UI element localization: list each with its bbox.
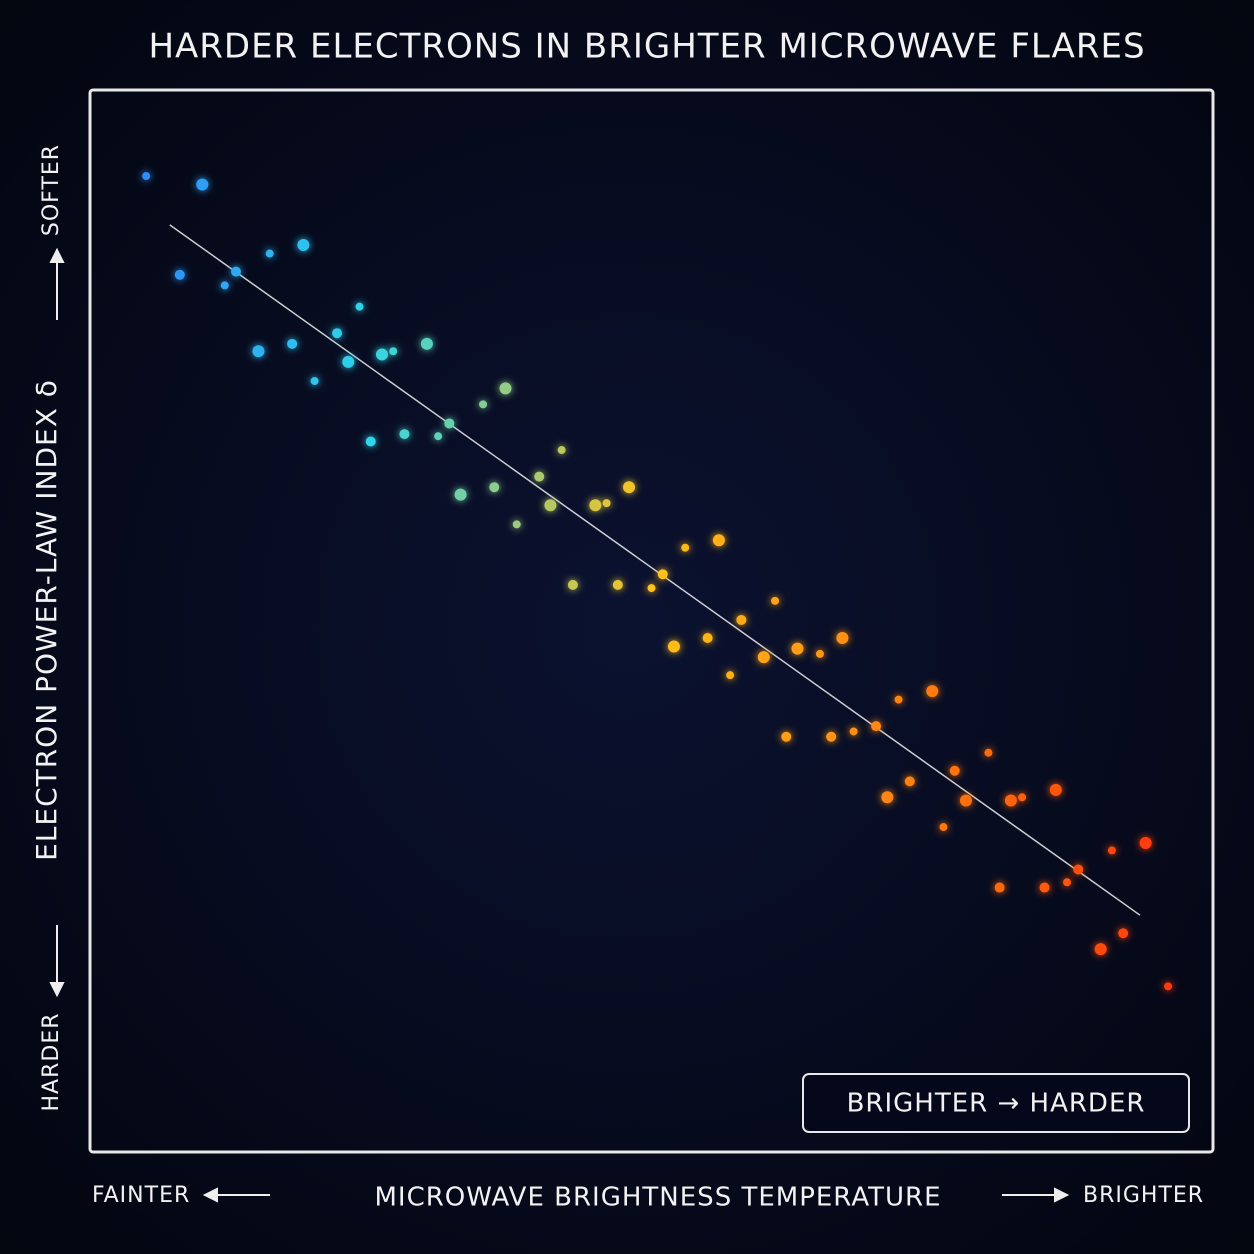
data-point	[479, 400, 488, 409]
data-point	[1164, 982, 1173, 991]
data-point	[1073, 864, 1084, 875]
data-point	[949, 765, 960, 776]
data-point	[252, 345, 265, 358]
data-point	[1049, 783, 1062, 796]
data-point	[939, 823, 948, 832]
annotation: BRIGHTER → HARDER	[847, 1089, 1146, 1119]
x-axis-left-label: FAINTER	[92, 1183, 190, 1208]
data-point	[365, 436, 376, 447]
chart-title: HARDER ELECTRONS IN BRIGHTER MICROWAVE F…	[148, 27, 1145, 67]
data-point	[702, 632, 713, 643]
data-point	[489, 482, 500, 493]
data-point	[375, 348, 388, 361]
data-point	[1039, 882, 1050, 893]
plot-area	[142, 172, 1173, 991]
data-point	[836, 631, 849, 644]
y-axis-label: ELECTRON POWER-LAW INDEX δ	[30, 379, 63, 861]
data-point	[736, 614, 747, 625]
data-point	[287, 338, 298, 349]
data-point	[1004, 794, 1017, 807]
data-point	[1139, 836, 1152, 849]
data-point	[567, 579, 578, 590]
trend-line	[169, 224, 1141, 916]
data-point	[355, 302, 364, 311]
data-point	[871, 721, 882, 732]
data-point	[196, 178, 209, 191]
data-point	[681, 543, 690, 552]
data-point	[265, 249, 274, 258]
data-point	[657, 569, 668, 580]
data-point	[926, 685, 939, 698]
y-axis-top-label: SOFTER	[39, 144, 64, 236]
data-point	[712, 534, 725, 547]
data-point	[589, 499, 602, 512]
data-point	[389, 347, 398, 356]
data-point	[1094, 943, 1107, 956]
data-point	[881, 791, 894, 804]
data-point	[815, 649, 824, 658]
data-point	[230, 266, 241, 277]
data-point	[420, 337, 433, 350]
data-point	[791, 642, 804, 655]
data-point	[894, 695, 903, 704]
data-point	[310, 376, 319, 385]
data-point	[623, 481, 636, 494]
data-point	[142, 172, 151, 181]
data-point	[826, 731, 837, 742]
data-point	[726, 671, 735, 680]
data-point	[1018, 793, 1027, 802]
plot-frame	[88, 88, 1215, 1154]
data-point	[557, 446, 566, 455]
data-point	[454, 488, 467, 501]
data-point	[342, 355, 355, 368]
data-point	[174, 269, 185, 280]
data-point	[512, 520, 521, 529]
data-point	[399, 429, 410, 440]
data-point	[984, 748, 993, 757]
y-axis-bottom-label: HARDER	[39, 1012, 64, 1111]
data-point	[1118, 928, 1129, 939]
data-point	[1107, 846, 1116, 855]
data-point	[771, 596, 780, 605]
data-point	[849, 727, 858, 736]
data-point	[757, 651, 770, 664]
x-axis-right-label: BRIGHTER	[1083, 1183, 1204, 1208]
data-point	[544, 499, 557, 512]
axis-arrows	[49, 247, 1070, 1203]
data-point	[994, 882, 1005, 893]
data-point	[647, 584, 656, 593]
data-point	[602, 499, 611, 508]
data-point	[434, 432, 443, 441]
data-point	[781, 731, 792, 742]
data-point	[444, 418, 455, 429]
data-point	[534, 471, 545, 482]
x-axis-label: MICROWAVE BRIGHTNESS TEMPERATURE	[374, 1183, 941, 1213]
data-point	[332, 328, 343, 339]
data-point	[904, 776, 915, 787]
data-point	[667, 640, 680, 653]
annotation-box	[802, 1073, 1190, 1133]
data-point	[612, 579, 623, 590]
data-point	[1063, 878, 1072, 887]
data-point	[220, 281, 229, 290]
data-point	[959, 794, 972, 807]
data-point	[499, 382, 512, 395]
data-point	[297, 239, 310, 252]
